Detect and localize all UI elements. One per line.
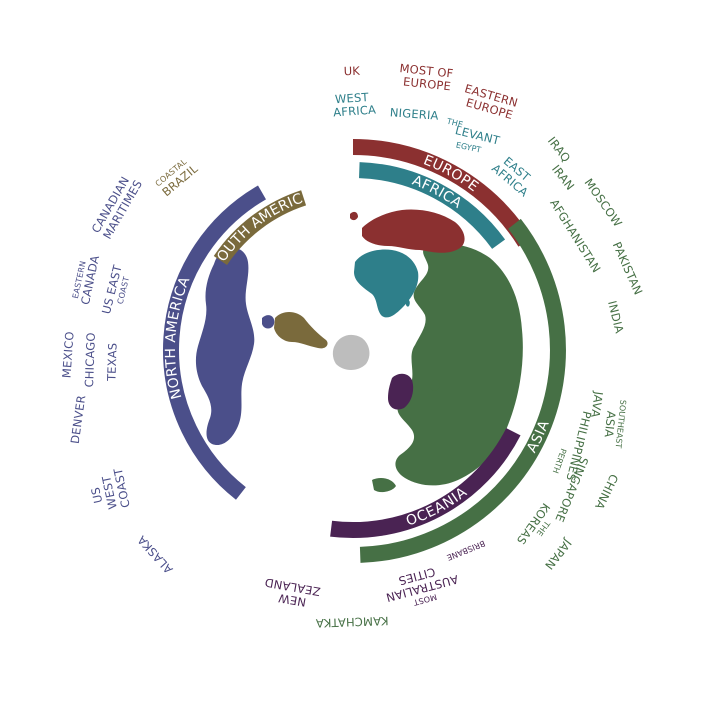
label-perth: PERTH — [551, 447, 568, 474]
label-moscow: MOSCOW — [582, 176, 626, 230]
south-america-band — [213, 190, 307, 266]
north-america-band-label: NORTH AMERICA — [163, 274, 194, 401]
label-pakistan: PAKISTAN — [610, 240, 646, 297]
label-eastern-canada: EASTERN CANADA — [66, 252, 102, 306]
label-eastern-europe: EASTERN EUROPE — [459, 81, 523, 123]
label-india: INDIA — [605, 299, 627, 335]
continent-shapes — [195, 209, 523, 493]
label-alaska: ALASKA — [134, 533, 175, 577]
australia-landmass — [388, 373, 414, 410]
label-most-australian-cities: MOST AUSTRALIAN CITIES — [377, 560, 463, 619]
label-uk: UK — [343, 64, 360, 79]
philippines-island — [430, 379, 440, 391]
japan-island — [372, 478, 396, 493]
antarctica-landmass — [332, 334, 370, 370]
label-chicago: CHICAGO — [82, 332, 98, 388]
label-west-africa: WEST AFRICA — [332, 90, 377, 120]
label-java: JAVA — [588, 390, 606, 419]
madagascar-island — [405, 299, 410, 307]
label-southeast-asia: SOUTHEAST ASIA — [600, 398, 627, 451]
label-japan: JAPAN — [542, 536, 575, 573]
south-america-landmass — [274, 312, 328, 349]
europe-band — [352, 139, 532, 247]
label-east-africa: EAST AFRICA — [489, 151, 539, 199]
oceania-band — [330, 428, 521, 539]
label-china: CHINA — [592, 472, 621, 512]
label-mexico: MEXICO — [59, 331, 76, 379]
label-us-east-coast: US EAST COAST — [99, 260, 134, 318]
label-coastal-brazil: COASTAL BRAZIL — [151, 151, 201, 199]
greenland-island — [262, 315, 275, 329]
label-kamchatka: KAMCHATKA — [316, 614, 389, 631]
label-us-west-coast: US WEST COAST — [85, 466, 133, 514]
north-america-band — [163, 185, 267, 500]
europe-landmass — [362, 209, 465, 253]
asia-band — [359, 218, 566, 563]
label-most-of-europe: MOST OF EUROPE — [398, 61, 458, 94]
africa-landmass — [354, 249, 419, 318]
label-new-zealand: NEW ZEALAND — [261, 575, 321, 611]
label-afghanistan: AFGHANISTAN — [547, 197, 603, 276]
asia-band-label: ASIA — [524, 418, 553, 456]
south-america-band-label: SOUTH AMERICA — [0, 0, 305, 265]
label-texas: TEXAS — [104, 342, 119, 382]
label-denver: DENVER — [68, 394, 89, 445]
africa-band — [358, 162, 506, 249]
label-the-levant: THE LEVANT — [443, 113, 504, 148]
asia-landmass — [395, 243, 523, 486]
label-nigeria: NIGERIA — [389, 105, 439, 122]
label-iran: IRAN — [549, 162, 577, 193]
north-america-landmass — [195, 247, 255, 446]
label-brisbane: BRISBANE — [445, 539, 486, 563]
label-iraq: IRAQ — [545, 134, 574, 165]
label-the-koreas: THE KOREAS — [514, 500, 563, 554]
label-canadian-maritimes: CANADIAN MARITIMES — [89, 171, 146, 242]
uk-island — [350, 211, 358, 221]
